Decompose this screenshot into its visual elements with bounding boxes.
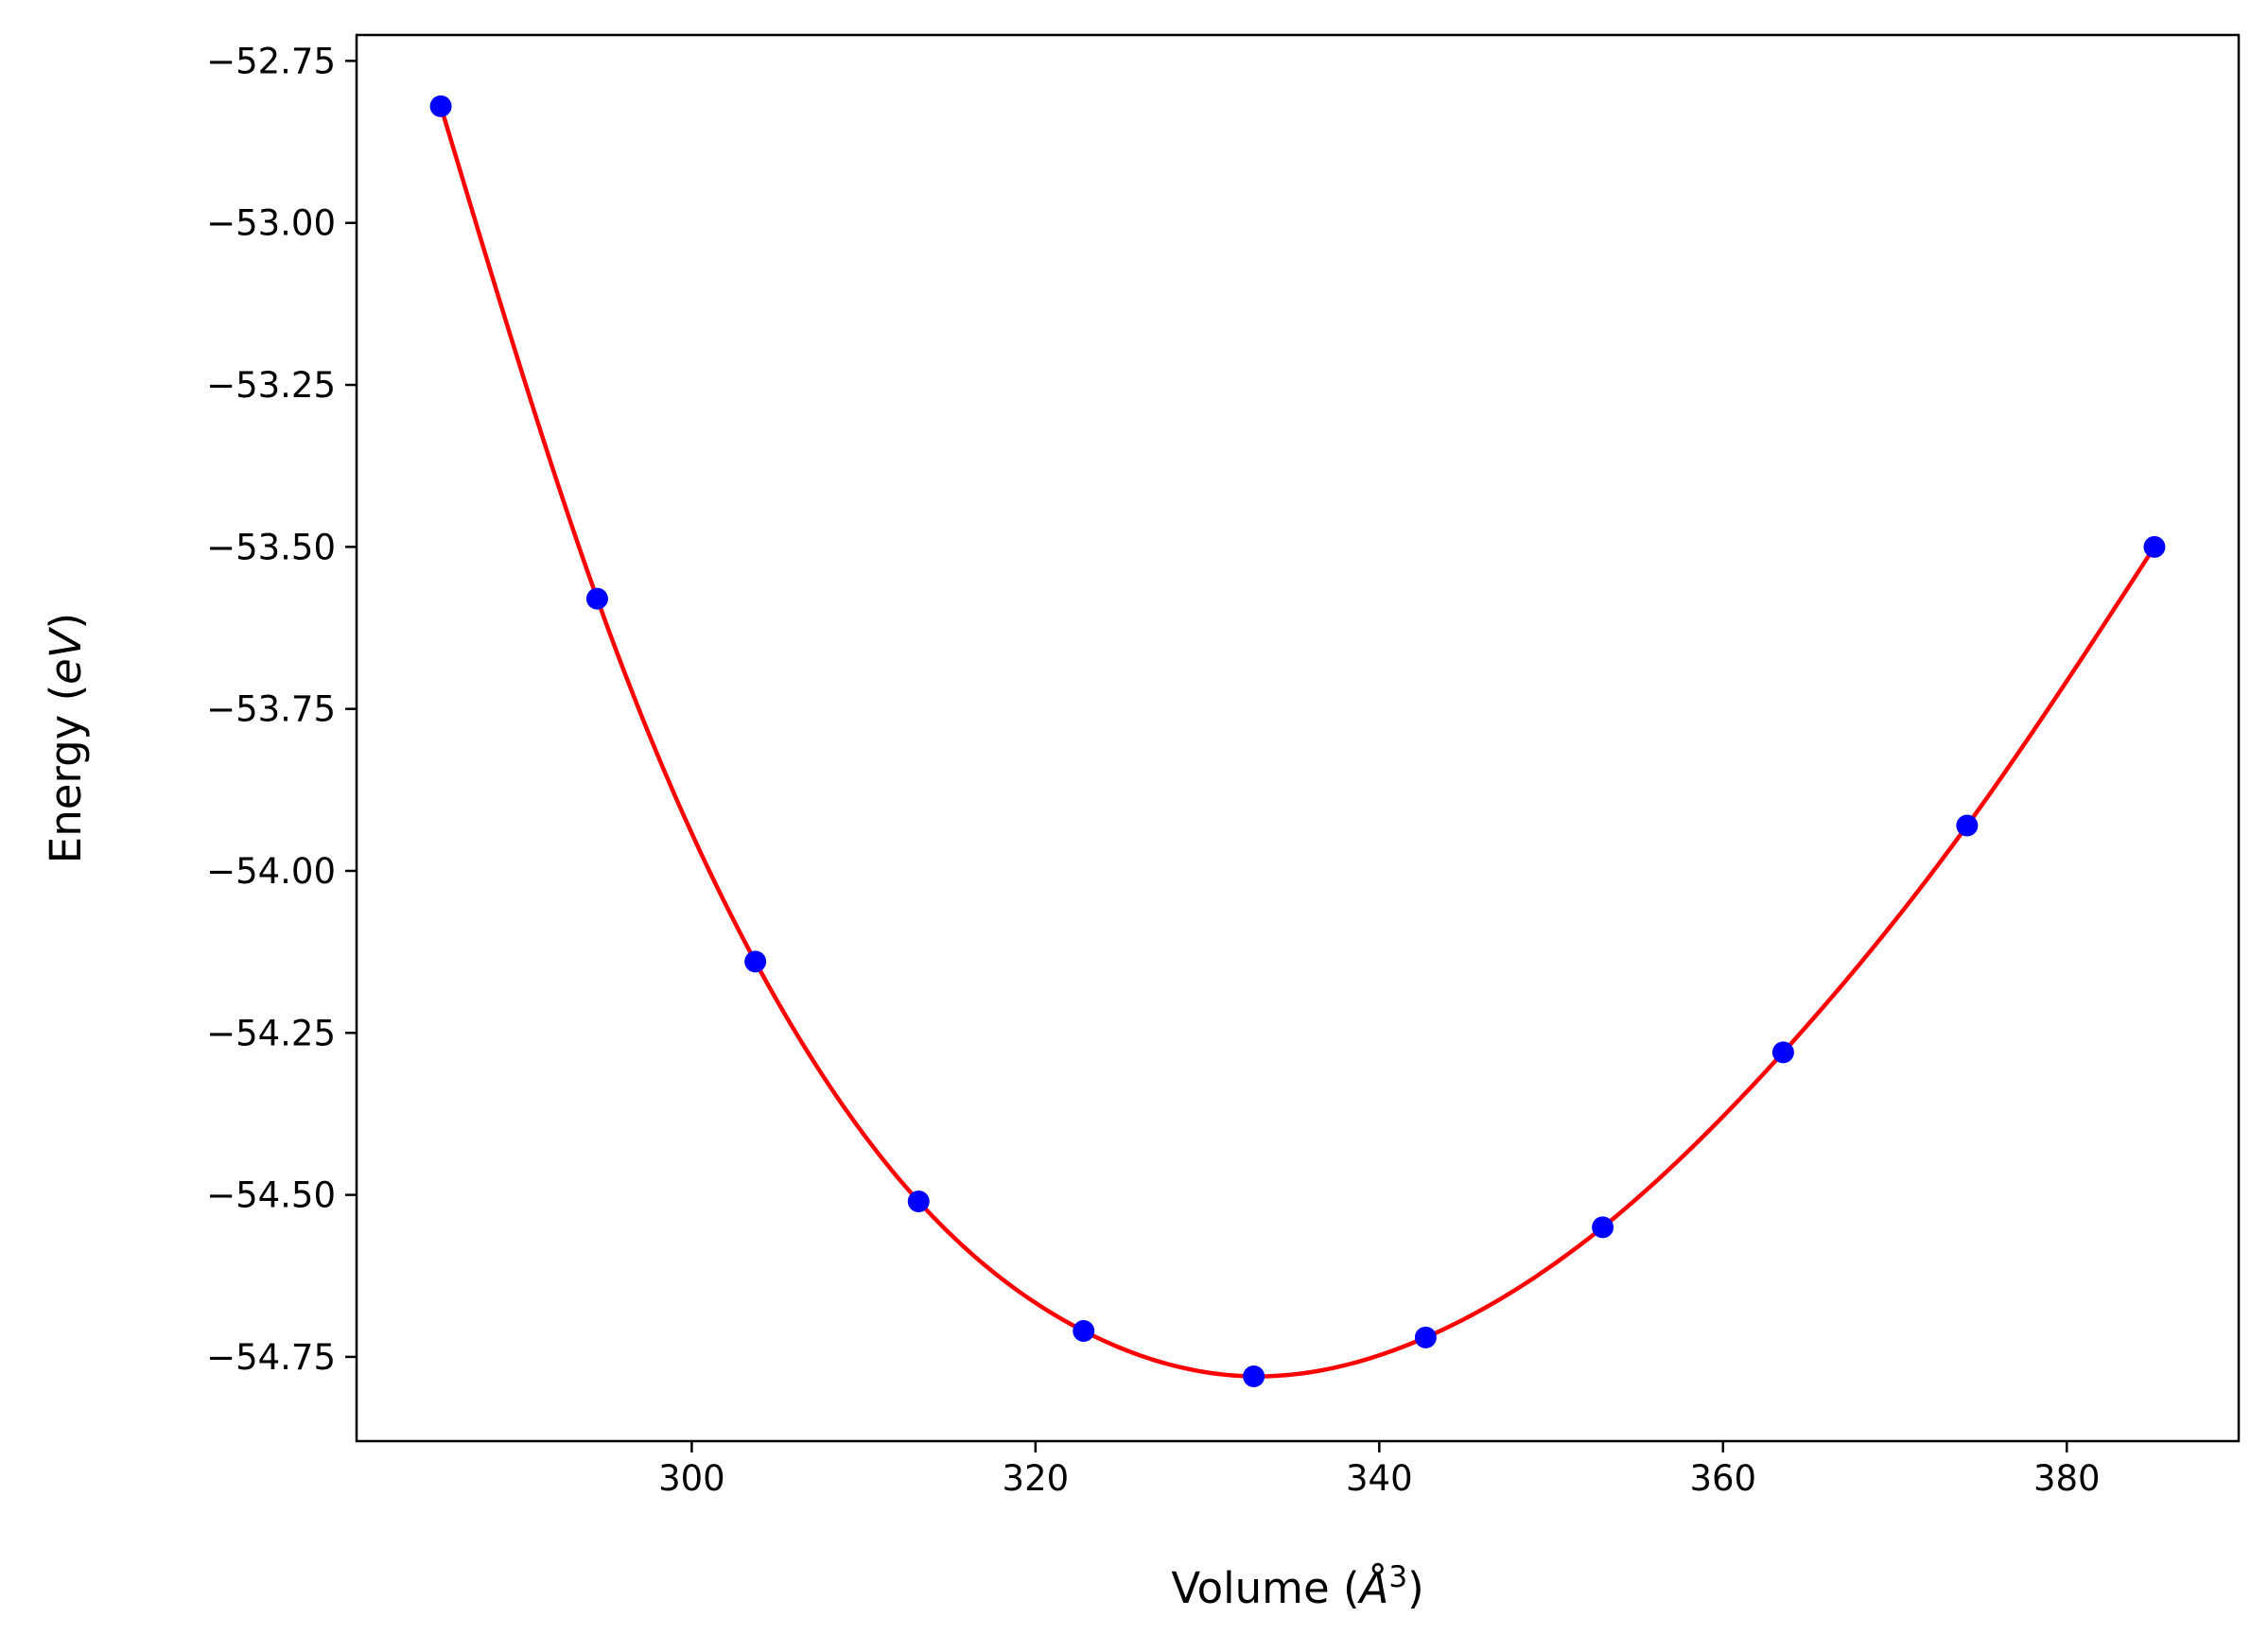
- data-point: [1956, 814, 1979, 837]
- y-axis-label-close: ): [41, 613, 91, 630]
- x-axis-label-close: ): [1407, 1563, 1424, 1613]
- y-tick-label: −54.50: [206, 1175, 336, 1216]
- y-tick-label: −52.75: [206, 41, 336, 81]
- y-tick-label: −54.25: [206, 1013, 336, 1053]
- data-point: [429, 95, 452, 117]
- y-tick-label: −53.75: [206, 689, 336, 730]
- x-tick-label: 340: [1346, 1458, 1413, 1499]
- data-point: [1243, 1365, 1265, 1387]
- plot-frame: [355, 33, 2241, 1443]
- data-point: [1771, 1041, 1794, 1064]
- x-tick-label: 380: [2033, 1458, 2101, 1499]
- x-tick-label: 360: [1689, 1458, 1756, 1499]
- x-axis-label-unit: Å: [1357, 1563, 1389, 1613]
- y-tick-label: −54.00: [206, 851, 336, 892]
- data-point: [1073, 1320, 1095, 1343]
- y-tick-label: −53.00: [206, 203, 336, 244]
- y-tick-label: −53.25: [206, 365, 336, 406]
- y-axis-label-text: Energy: [41, 715, 91, 864]
- data-point: [1414, 1326, 1437, 1348]
- data-point: [1592, 1216, 1614, 1239]
- data-point: [2143, 535, 2166, 558]
- y-axis-ticks: −52.75 −53.00 −53.25 −53.50 −53.75 −54.00 −54.…: [206, 41, 357, 1378]
- y-axis-label-open: (: [41, 685, 91, 715]
- data-point: [907, 1190, 930, 1212]
- x-tick-label: 320: [1003, 1458, 1070, 1499]
- data-point: [744, 950, 767, 973]
- x-axis-label-exponent: 3: [1388, 1560, 1407, 1594]
- y-axis-label-unit: eV: [41, 626, 91, 685]
- plot-area: [355, 33, 2241, 1443]
- x-tick-label: 300: [658, 1458, 725, 1499]
- x-axis-label-text: Volume: [1171, 1563, 1329, 1613]
- x-axis-ticks: 300 320 340 360 380: [658, 1441, 2101, 1499]
- x-axis-label: Volume (Å3): [1171, 1560, 1423, 1613]
- x-axis-label-open: (: [1330, 1563, 1360, 1613]
- y-axis-label: Energy (eV): [41, 613, 91, 863]
- data-point: [585, 587, 608, 610]
- y-tick-label: −54.75: [206, 1337, 336, 1378]
- y-tick-label: −53.50: [206, 527, 336, 567]
